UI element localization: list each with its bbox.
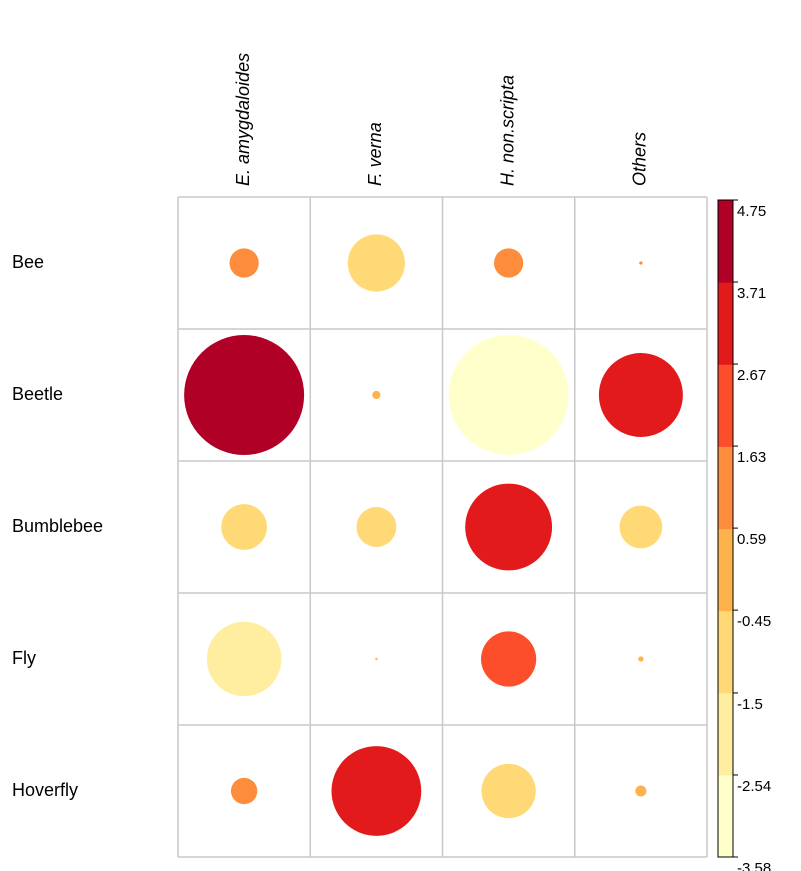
legend-tick-label: 4.75: [737, 203, 766, 220]
legend-tick-label: -1.5: [737, 696, 763, 713]
legend-swatch: [718, 364, 733, 447]
bubble: [184, 335, 305, 455]
column-label: E. amygdaloides: [233, 53, 253, 186]
bubble: [347, 234, 405, 292]
row-label: Bumblebee: [12, 516, 103, 536]
bubble: [375, 657, 378, 661]
bubble: [481, 763, 536, 819]
bubble: [598, 353, 683, 437]
row-label: Beetle: [12, 384, 63, 404]
legend-tick-label: 1.63: [737, 449, 766, 466]
legend-swatch: [718, 610, 733, 694]
legend-swatch: [718, 528, 733, 612]
legend-swatch: [718, 200, 733, 283]
bubble: [639, 261, 643, 265]
bubble: [331, 746, 422, 836]
column-label: F. verna: [365, 122, 385, 186]
bubble: [206, 621, 282, 697]
legend-swatch: [718, 446, 733, 529]
legend-swatch: [718, 692, 733, 776]
bubble: [221, 504, 267, 550]
bubble: [229, 248, 259, 278]
legend-tick-label: -2.54: [737, 778, 771, 795]
bubble: [448, 335, 569, 455]
bubble: [481, 631, 537, 687]
legend-tick-label: 3.71: [737, 285, 766, 302]
legend-swatch: [718, 282, 733, 365]
row-label: Hoverfly: [12, 780, 78, 800]
legend-tick-label: 2.67: [737, 367, 766, 384]
bubble: [230, 777, 258, 805]
bubble: [494, 248, 524, 278]
bubble: [356, 507, 397, 547]
legend-swatch: [718, 774, 733, 858]
bubble: [638, 656, 644, 662]
legend-tick-label: -0.45: [737, 613, 771, 630]
bubble: [465, 483, 553, 571]
bubble: [619, 505, 663, 549]
legend-tick-label: -3.58: [737, 860, 771, 871]
row-label: Bee: [12, 252, 44, 272]
bubble: [372, 390, 381, 400]
column-label: Others: [630, 132, 650, 186]
column-label: H. non.scripta: [497, 75, 517, 186]
bubble: [635, 785, 647, 797]
row-label: Fly: [12, 648, 36, 668]
legend-tick-label: 0.59: [737, 531, 766, 548]
